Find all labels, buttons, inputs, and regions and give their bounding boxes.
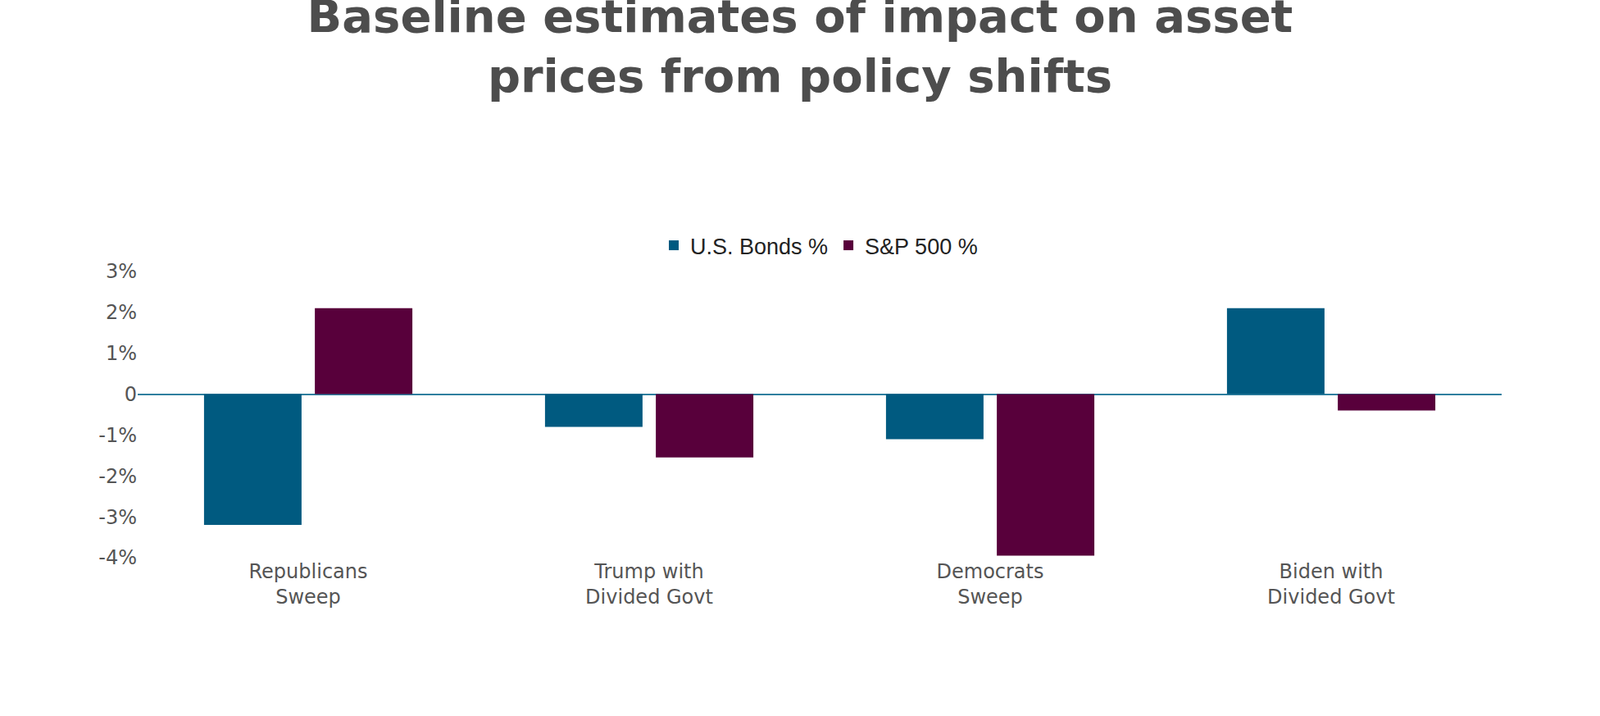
svg-text:-4%: -4% <box>98 545 137 569</box>
svg-text:DemocratsSweep: DemocratsSweep <box>936 559 1045 609</box>
svg-text:Trump withDivided Govt: Trump withDivided Govt <box>585 559 714 609</box>
svg-text:3%: 3% <box>105 259 137 283</box>
svg-text:S&P 500 %: S&P 500 % <box>864 234 978 260</box>
svg-text:2%: 2% <box>105 300 137 324</box>
svg-text:-3%: -3% <box>98 505 137 529</box>
svg-text:0: 0 <box>124 382 137 406</box>
svg-text:RepublicansSweep: RepublicansSweep <box>249 559 369 609</box>
svg-text:Biden withDivided Govt: Biden withDivided Govt <box>1267 559 1396 609</box>
svg-text:U.S. Bonds %: U.S. Bonds % <box>690 234 828 260</box>
svg-text:1%: 1% <box>105 341 137 365</box>
svg-text:Baseline estimates of impact o: Baseline estimates of impact on assetpri… <box>307 0 1294 103</box>
svg-text:-1%: -1% <box>98 423 137 447</box>
svg-text:-2%: -2% <box>98 464 137 488</box>
